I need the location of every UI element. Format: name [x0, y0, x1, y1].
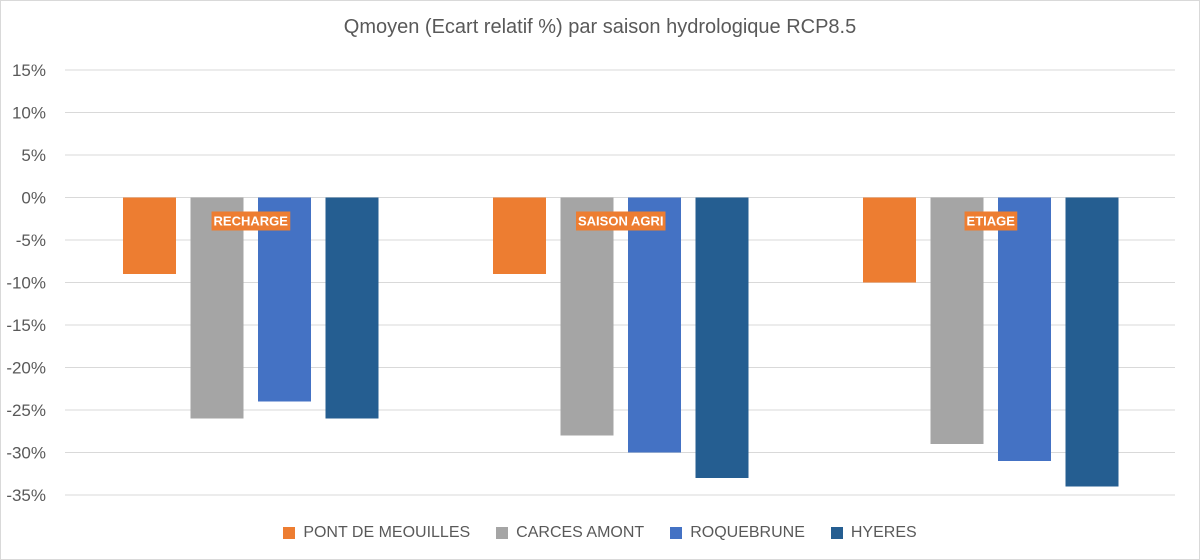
bar-roquebrune: [998, 197, 1051, 461]
legend-swatch: [830, 527, 843, 539]
bar-hyeres: [325, 197, 379, 419]
bar-hyeres: [695, 197, 749, 478]
category-label-text: RECHARGE: [214, 214, 289, 229]
legend-swatch: [670, 527, 683, 539]
category-label-text: ETIAGE: [967, 214, 1016, 229]
category-label-background: [576, 211, 666, 231]
y-tick-label: 0%: [21, 189, 46, 208]
category-labels: RECHARGE SAISON AGRI ETIAGE: [211, 211, 1018, 231]
y-tick-label: 10%: [12, 104, 46, 123]
bar-roquebrune: [628, 197, 681, 453]
category-label: ETIAGE: [964, 211, 1018, 231]
bar-pont-de-meouilles: [863, 197, 916, 283]
y-tick-label: -5%: [16, 231, 46, 250]
legend-label: CARCES AMONT: [516, 524, 645, 541]
legend-swatch: [496, 527, 509, 539]
bar-carces-amont: [190, 197, 244, 419]
y-tick-label: -10%: [6, 274, 46, 293]
chart-title: Qmoyen (Ecart relatif %) par saison hydr…: [343, 16, 857, 38]
legend: PONT DE MEOUILLES CARCES AMONT ROQUEBRUNE H…: [0, 524, 1200, 542]
legend-item: ROQUEBRUNE: [670, 524, 805, 542]
y-tick-label: -15%: [6, 316, 46, 335]
legend-item: HYERES: [830, 524, 917, 542]
category-label: RECHARGE: [211, 211, 291, 231]
category-label-text: SAISON AGRI: [578, 214, 663, 229]
y-tick-label: -35%: [6, 486, 46, 505]
y-tick-label: -25%: [6, 401, 46, 420]
legend-label: ROQUEBRUNE: [690, 524, 805, 541]
bars: [123, 197, 1119, 487]
bar-roquebrune: [258, 197, 311, 402]
legend-item: PONT DE MEOUILLES: [283, 524, 470, 542]
legend-swatch: [283, 527, 296, 539]
y-tick-label: 15%: [12, 61, 46, 80]
category-label-background: [964, 211, 1018, 231]
legend-label: PONT DE MEOUILLES: [303, 524, 471, 541]
y-tick-label: -20%: [6, 359, 46, 378]
y-tick-label: 5%: [21, 146, 46, 165]
bar-hyeres: [1065, 197, 1119, 487]
category-label-background: [211, 211, 291, 231]
bar-carces-amont: [560, 197, 614, 436]
y-tick-label: -30%: [6, 444, 46, 463]
bar-carces-amont: [930, 197, 984, 444]
y-axis-ticks: 15% 10% 5% 0% -5% -10% -15% -20% -25% -30% -35%: [6, 61, 46, 505]
legend-item: CARCES AMONT: [496, 524, 644, 542]
legend-label: HYERES: [850, 524, 917, 541]
bar-pont-de-meouilles: [493, 197, 546, 274]
gridlines: [65, 69, 1175, 496]
category-label: SAISON AGRI: [576, 211, 666, 231]
bar-pont-de-meouilles: [123, 197, 176, 274]
